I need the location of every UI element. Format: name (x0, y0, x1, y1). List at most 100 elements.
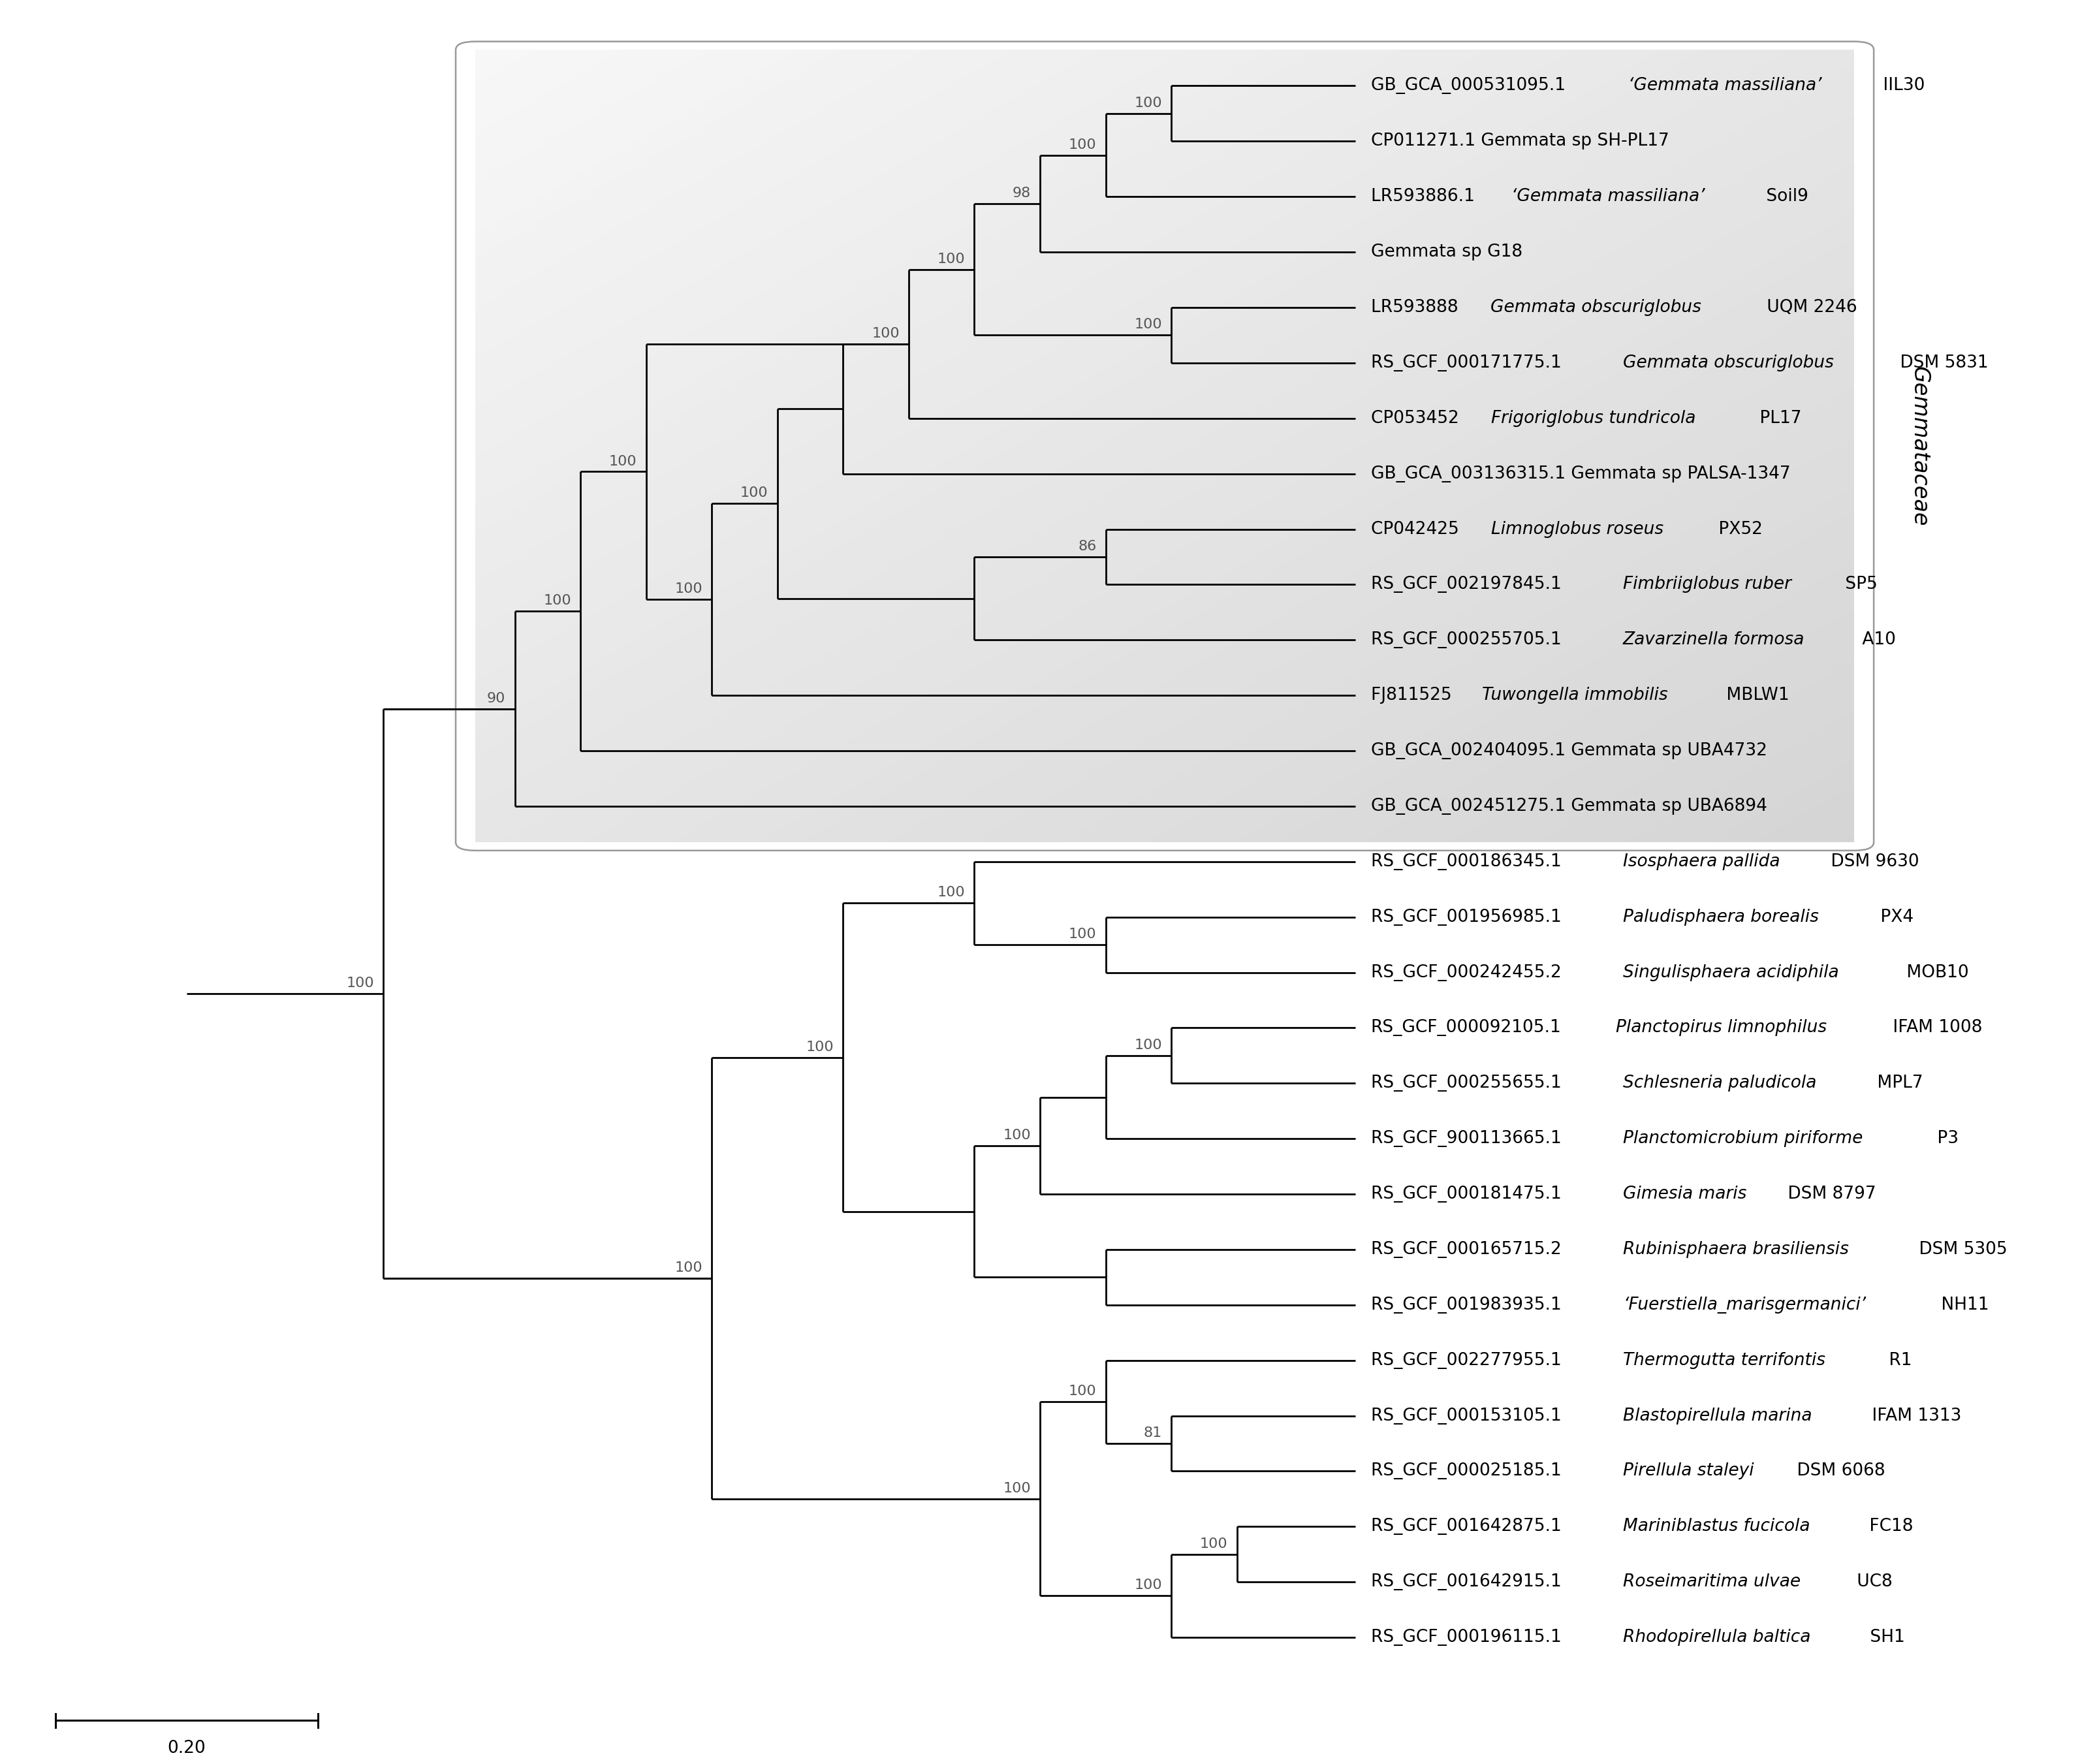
Text: MOB10: MOB10 (1901, 963, 1968, 981)
Text: 98: 98 (1013, 187, 1032, 199)
Text: RS_GCF_002277955.1: RS_GCF_002277955.1 (1371, 1351, 1566, 1369)
Text: FJ811525: FJ811525 (1371, 686, 1458, 704)
Text: Rubinisphaera brasiliensis: Rubinisphaera brasiliensis (1622, 1242, 1849, 1258)
Text: 100: 100 (1069, 138, 1096, 152)
Text: Pirellula staleyi: Pirellula staleyi (1622, 1462, 1753, 1480)
Text: RS_GCF_000025185.1: RS_GCF_000025185.1 (1371, 1462, 1566, 1480)
Text: 100: 100 (1003, 1482, 1032, 1494)
Text: Gemmata obscuriglobus: Gemmata obscuriglobus (1622, 355, 1835, 372)
Text: Isosphaera pallida: Isosphaera pallida (1622, 854, 1780, 870)
Text: 100: 100 (674, 1261, 703, 1274)
Text: RS_GCF_000196115.1: RS_GCF_000196115.1 (1371, 1628, 1566, 1646)
Text: 100: 100 (1069, 1385, 1096, 1399)
Text: Rhodopirellula baltica: Rhodopirellula baltica (1622, 1628, 1812, 1646)
Text: Soil9: Soil9 (1760, 189, 1808, 205)
Text: ‘Gemmata massiliana’: ‘Gemmata massiliana’ (1512, 189, 1706, 205)
Text: RS_GCF_001956985.1: RS_GCF_001956985.1 (1371, 908, 1566, 926)
Text: DSM 8797: DSM 8797 (1783, 1185, 1876, 1203)
Text: 100: 100 (1134, 1579, 1163, 1591)
Text: 100: 100 (938, 886, 965, 900)
Text: 100: 100 (938, 252, 965, 266)
Text: RS_GCF_000255705.1: RS_GCF_000255705.1 (1371, 632, 1566, 649)
Text: Limnoglobus roseus: Limnoglobus roseus (1491, 520, 1664, 538)
Text: RS_GCF_001983935.1: RS_GCF_001983935.1 (1371, 1297, 1566, 1314)
Text: RS_GCF_001642915.1: RS_GCF_001642915.1 (1371, 1573, 1566, 1591)
Text: IFAM 1313: IFAM 1313 (1866, 1408, 1961, 1424)
Text: R1: R1 (1884, 1351, 1912, 1369)
Text: 90: 90 (487, 691, 505, 706)
Text: 100: 100 (609, 455, 636, 467)
Text: LR593886.1: LR593886.1 (1371, 189, 1481, 205)
Text: P3: P3 (1932, 1131, 1959, 1147)
Text: PX52: PX52 (1714, 520, 1762, 538)
Text: 100: 100 (1134, 97, 1163, 109)
Text: NH11: NH11 (1936, 1297, 1988, 1314)
Text: PX4: PX4 (1874, 908, 1914, 926)
Text: ‘Gemmata massiliana’: ‘Gemmata massiliana’ (1629, 78, 1822, 93)
Text: RS_GCF_000186345.1: RS_GCF_000186345.1 (1371, 854, 1566, 870)
Text: Paludisphaera borealis: Paludisphaera borealis (1622, 908, 1818, 926)
Text: Gemmata obscuriglobus: Gemmata obscuriglobus (1489, 300, 1701, 316)
Text: Singulisphaera acidiphila: Singulisphaera acidiphila (1622, 963, 1839, 981)
Text: RS_GCF_000153105.1: RS_GCF_000153105.1 (1371, 1408, 1566, 1424)
Text: IFAM 1008: IFAM 1008 (1887, 1020, 1982, 1035)
Text: RS_GCF_000242455.2: RS_GCF_000242455.2 (1371, 963, 1566, 981)
Text: Blastopirellula marina: Blastopirellula marina (1622, 1408, 1812, 1424)
Text: RS_GCF_000171775.1: RS_GCF_000171775.1 (1371, 355, 1566, 372)
Text: DSM 6068: DSM 6068 (1791, 1462, 1884, 1480)
Text: LR593888: LR593888 (1371, 300, 1464, 316)
Text: IIL30: IIL30 (1878, 78, 1924, 93)
Text: RS_GCF_002197845.1: RS_GCF_002197845.1 (1371, 577, 1566, 593)
Text: RS_GCF_000181475.1: RS_GCF_000181475.1 (1371, 1185, 1566, 1203)
Text: SP5: SP5 (1841, 577, 1878, 593)
Text: 100: 100 (1003, 1129, 1032, 1141)
Text: Gemmataceae: Gemmataceae (1909, 365, 1930, 526)
Text: GB_GCA_003136315.1 Gemmata sp PALSA-1347: GB_GCA_003136315.1 Gemmata sp PALSA-1347 (1371, 466, 1791, 482)
Text: DSM 5831: DSM 5831 (1895, 355, 1988, 372)
Text: Mariniblastus fucicola: Mariniblastus fucicola (1622, 1519, 1810, 1535)
Text: PL17: PL17 (1753, 409, 1801, 427)
Text: RS_GCF_001642875.1: RS_GCF_001642875.1 (1371, 1519, 1566, 1535)
Text: FC18: FC18 (1864, 1519, 1914, 1535)
Text: ‘Fuerstiella_marisgermanici’: ‘Fuerstiella_marisgermanici’ (1622, 1297, 1866, 1314)
Text: MPL7: MPL7 (1872, 1074, 1924, 1092)
Text: UQM 2246: UQM 2246 (1762, 300, 1857, 316)
Text: DSM 5305: DSM 5305 (1914, 1242, 2007, 1258)
Text: A10: A10 (1857, 632, 1897, 649)
Text: Zavarzinella formosa: Zavarzinella formosa (1622, 632, 1805, 649)
Text: Gemmata sp G18: Gemmata sp G18 (1371, 243, 1523, 261)
Text: CP053452: CP053452 (1371, 409, 1464, 427)
Text: 100: 100 (347, 977, 374, 990)
Text: 0.20: 0.20 (166, 1739, 206, 1757)
Text: MBLW1: MBLW1 (1720, 686, 1789, 704)
Text: RS_GCF_000255655.1: RS_GCF_000255655.1 (1371, 1074, 1566, 1092)
Text: 100: 100 (543, 594, 572, 607)
Text: CP042425: CP042425 (1371, 520, 1464, 538)
Text: Schlesneria paludicola: Schlesneria paludicola (1622, 1074, 1816, 1092)
Text: 100: 100 (872, 326, 899, 340)
Text: Gimesia maris: Gimesia maris (1622, 1185, 1747, 1203)
Text: Planctomicrobium piriforme: Planctomicrobium piriforme (1622, 1131, 1864, 1147)
Text: 81: 81 (1144, 1427, 1163, 1439)
Text: Planctopirus limnophilus: Planctopirus limnophilus (1616, 1020, 1826, 1035)
Text: GB_GCA_000531095.1: GB_GCA_000531095.1 (1371, 78, 1570, 93)
Text: 100: 100 (1134, 1039, 1163, 1051)
Text: UC8: UC8 (1851, 1573, 1893, 1591)
Text: 86: 86 (1077, 540, 1096, 552)
Text: DSM 9630: DSM 9630 (1824, 854, 1920, 870)
Text: 100: 100 (674, 582, 703, 596)
Text: Frigoriglobus tundricola: Frigoriglobus tundricola (1491, 409, 1695, 427)
Text: GB_GCA_002404095.1 Gemmata sp UBA4732: GB_GCA_002404095.1 Gemmata sp UBA4732 (1371, 743, 1768, 759)
Text: 100: 100 (1200, 1538, 1227, 1551)
Text: RS_GCF_000165715.2: RS_GCF_000165715.2 (1371, 1242, 1566, 1258)
Text: RS_GCF_000092105.1: RS_GCF_000092105.1 (1371, 1020, 1562, 1035)
Text: Roseimaritima ulvae: Roseimaritima ulvae (1622, 1573, 1801, 1591)
Text: 100: 100 (740, 487, 768, 499)
Text: SH1: SH1 (1864, 1628, 1905, 1646)
Text: 100: 100 (1134, 318, 1163, 332)
Text: RS_GCF_900113665.1: RS_GCF_900113665.1 (1371, 1131, 1566, 1147)
Text: Fimbriiglobus ruber: Fimbriiglobus ruber (1622, 577, 1791, 593)
Text: Thermogutta terrifontis: Thermogutta terrifontis (1622, 1351, 1826, 1369)
Text: 100: 100 (807, 1041, 834, 1053)
Text: 100: 100 (1069, 928, 1096, 940)
